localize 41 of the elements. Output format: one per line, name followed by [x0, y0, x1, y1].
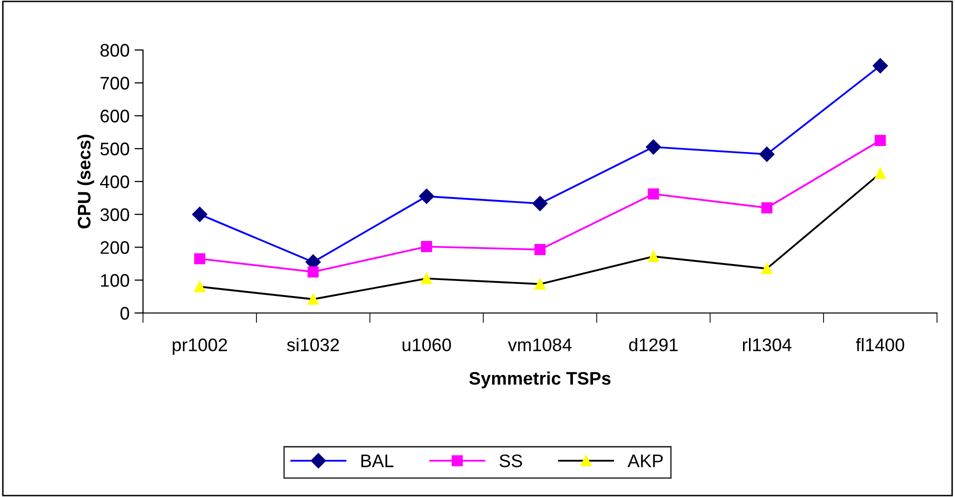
point [646, 139, 661, 155]
point [421, 272, 432, 284]
y-axis-title: CPU (secs) [77, 134, 94, 228]
y-tick-label: 700 [100, 76, 130, 90]
x-tick-label: pr1002 [172, 338, 227, 355]
point [194, 281, 206, 292]
y-tick-label: 0 [120, 306, 130, 320]
point [874, 134, 886, 146]
x-tick-label: rl1304 [742, 338, 792, 352]
y-tick-label: 300 [100, 208, 130, 222]
point [532, 196, 548, 212]
x-tick-label: u1060 [402, 338, 451, 352]
point [421, 241, 432, 252]
x-tick-label: d1291 [629, 338, 678, 352]
point [761, 202, 772, 214]
x-axis-title: Symmetric TSPs [469, 372, 611, 388]
y-tick-label: 500 [100, 142, 130, 156]
y-tick-label: 400 [100, 175, 130, 188]
point [648, 188, 659, 200]
point [534, 278, 546, 290]
x-tick-label: si1032 [287, 338, 339, 352]
point [308, 294, 319, 305]
x-tick-label: vm1084 [508, 338, 572, 352]
x-tick-label: fl1400 [856, 338, 904, 352]
point [419, 188, 434, 204]
legend-label: SS [500, 454, 522, 468]
point [648, 250, 659, 262]
point [872, 58, 888, 74]
point [534, 244, 546, 256]
point [194, 253, 206, 264]
point [308, 266, 319, 278]
y-tick-label: 200 [100, 241, 130, 254]
point [761, 263, 772, 274]
point [192, 206, 208, 222]
y-tick-label: 600 [100, 110, 130, 122]
y-tick-label: 800 [100, 44, 130, 57]
legend-label: AKP [628, 454, 663, 468]
y-tick-label: 100 [101, 274, 130, 287]
legend-label: BAL [361, 454, 394, 468]
point [874, 168, 886, 179]
point [759, 146, 774, 162]
